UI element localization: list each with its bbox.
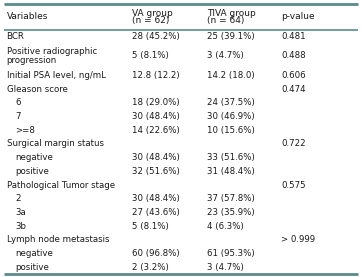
Text: 0.575: 0.575 (282, 181, 306, 190)
Text: VA group: VA group (132, 9, 173, 18)
Text: 12.8 (12.2): 12.8 (12.2) (132, 71, 180, 80)
Text: p-value: p-value (282, 12, 315, 21)
Text: BCR: BCR (7, 32, 24, 41)
Text: Initial PSA level, ng/mL: Initial PSA level, ng/mL (7, 71, 105, 80)
Text: 24 (37.5%): 24 (37.5%) (207, 98, 255, 107)
Text: 2 (3.2%): 2 (3.2%) (132, 263, 169, 272)
Text: 5 (8.1%): 5 (8.1%) (132, 52, 169, 60)
Text: (n = 64): (n = 64) (207, 16, 244, 25)
Text: Lymph node metastasis: Lymph node metastasis (7, 235, 109, 245)
Text: TIVA group: TIVA group (207, 9, 256, 18)
Text: 30 (46.9%): 30 (46.9%) (207, 112, 254, 121)
Text: Pathological Tumor stage: Pathological Tumor stage (7, 181, 115, 190)
Text: 14 (22.6%): 14 (22.6%) (132, 126, 180, 135)
Text: 61 (95.3%): 61 (95.3%) (207, 249, 254, 258)
Text: 30 (48.4%): 30 (48.4%) (132, 194, 180, 203)
Text: >=8: >=8 (16, 126, 35, 135)
Text: 30 (48.4%): 30 (48.4%) (132, 112, 180, 121)
Text: 3b: 3b (16, 222, 26, 231)
Text: 2: 2 (16, 194, 21, 203)
Text: > 0.999: > 0.999 (282, 235, 316, 245)
Text: 3 (4.7%): 3 (4.7%) (207, 52, 244, 60)
Text: (n = 62): (n = 62) (132, 16, 170, 25)
Text: Surgical margin status: Surgical margin status (7, 140, 104, 148)
Text: positive: positive (16, 263, 50, 272)
Text: 33 (51.6%): 33 (51.6%) (207, 153, 255, 162)
Text: negative: negative (16, 153, 54, 162)
Text: 0.488: 0.488 (282, 52, 306, 60)
Text: 18 (29.0%): 18 (29.0%) (132, 98, 180, 107)
Text: negative: negative (16, 249, 54, 258)
Text: 31 (48.4%): 31 (48.4%) (207, 167, 255, 176)
Text: 6: 6 (16, 98, 21, 107)
Text: 60 (96.8%): 60 (96.8%) (132, 249, 180, 258)
Text: 0.722: 0.722 (282, 140, 306, 148)
Text: 32 (51.6%): 32 (51.6%) (132, 167, 180, 176)
Text: 3 (4.7%): 3 (4.7%) (207, 263, 244, 272)
Text: 23 (35.9%): 23 (35.9%) (207, 208, 254, 217)
Text: 37 (57.8%): 37 (57.8%) (207, 194, 255, 203)
Text: Variables: Variables (7, 12, 48, 21)
Text: 0.481: 0.481 (282, 32, 306, 41)
Text: 30 (48.4%): 30 (48.4%) (132, 153, 180, 162)
Text: 0.606: 0.606 (282, 71, 306, 80)
Text: progression: progression (7, 56, 57, 65)
Text: 4 (6.3%): 4 (6.3%) (207, 222, 244, 231)
Text: 0.474: 0.474 (282, 85, 306, 94)
Text: 5 (8.1%): 5 (8.1%) (132, 222, 169, 231)
Text: 28 (45.2%): 28 (45.2%) (132, 32, 180, 41)
Text: Gleason score: Gleason score (7, 85, 67, 94)
Text: 27 (43.6%): 27 (43.6%) (132, 208, 180, 217)
Text: 25 (39.1%): 25 (39.1%) (207, 32, 254, 41)
Text: 14.2 (18.0): 14.2 (18.0) (207, 71, 254, 80)
Text: Positive radiographic: Positive radiographic (7, 47, 97, 56)
Text: 10 (15.6%): 10 (15.6%) (207, 126, 255, 135)
Text: positive: positive (16, 167, 50, 176)
Text: 3a: 3a (16, 208, 26, 217)
Text: 7: 7 (16, 112, 21, 121)
